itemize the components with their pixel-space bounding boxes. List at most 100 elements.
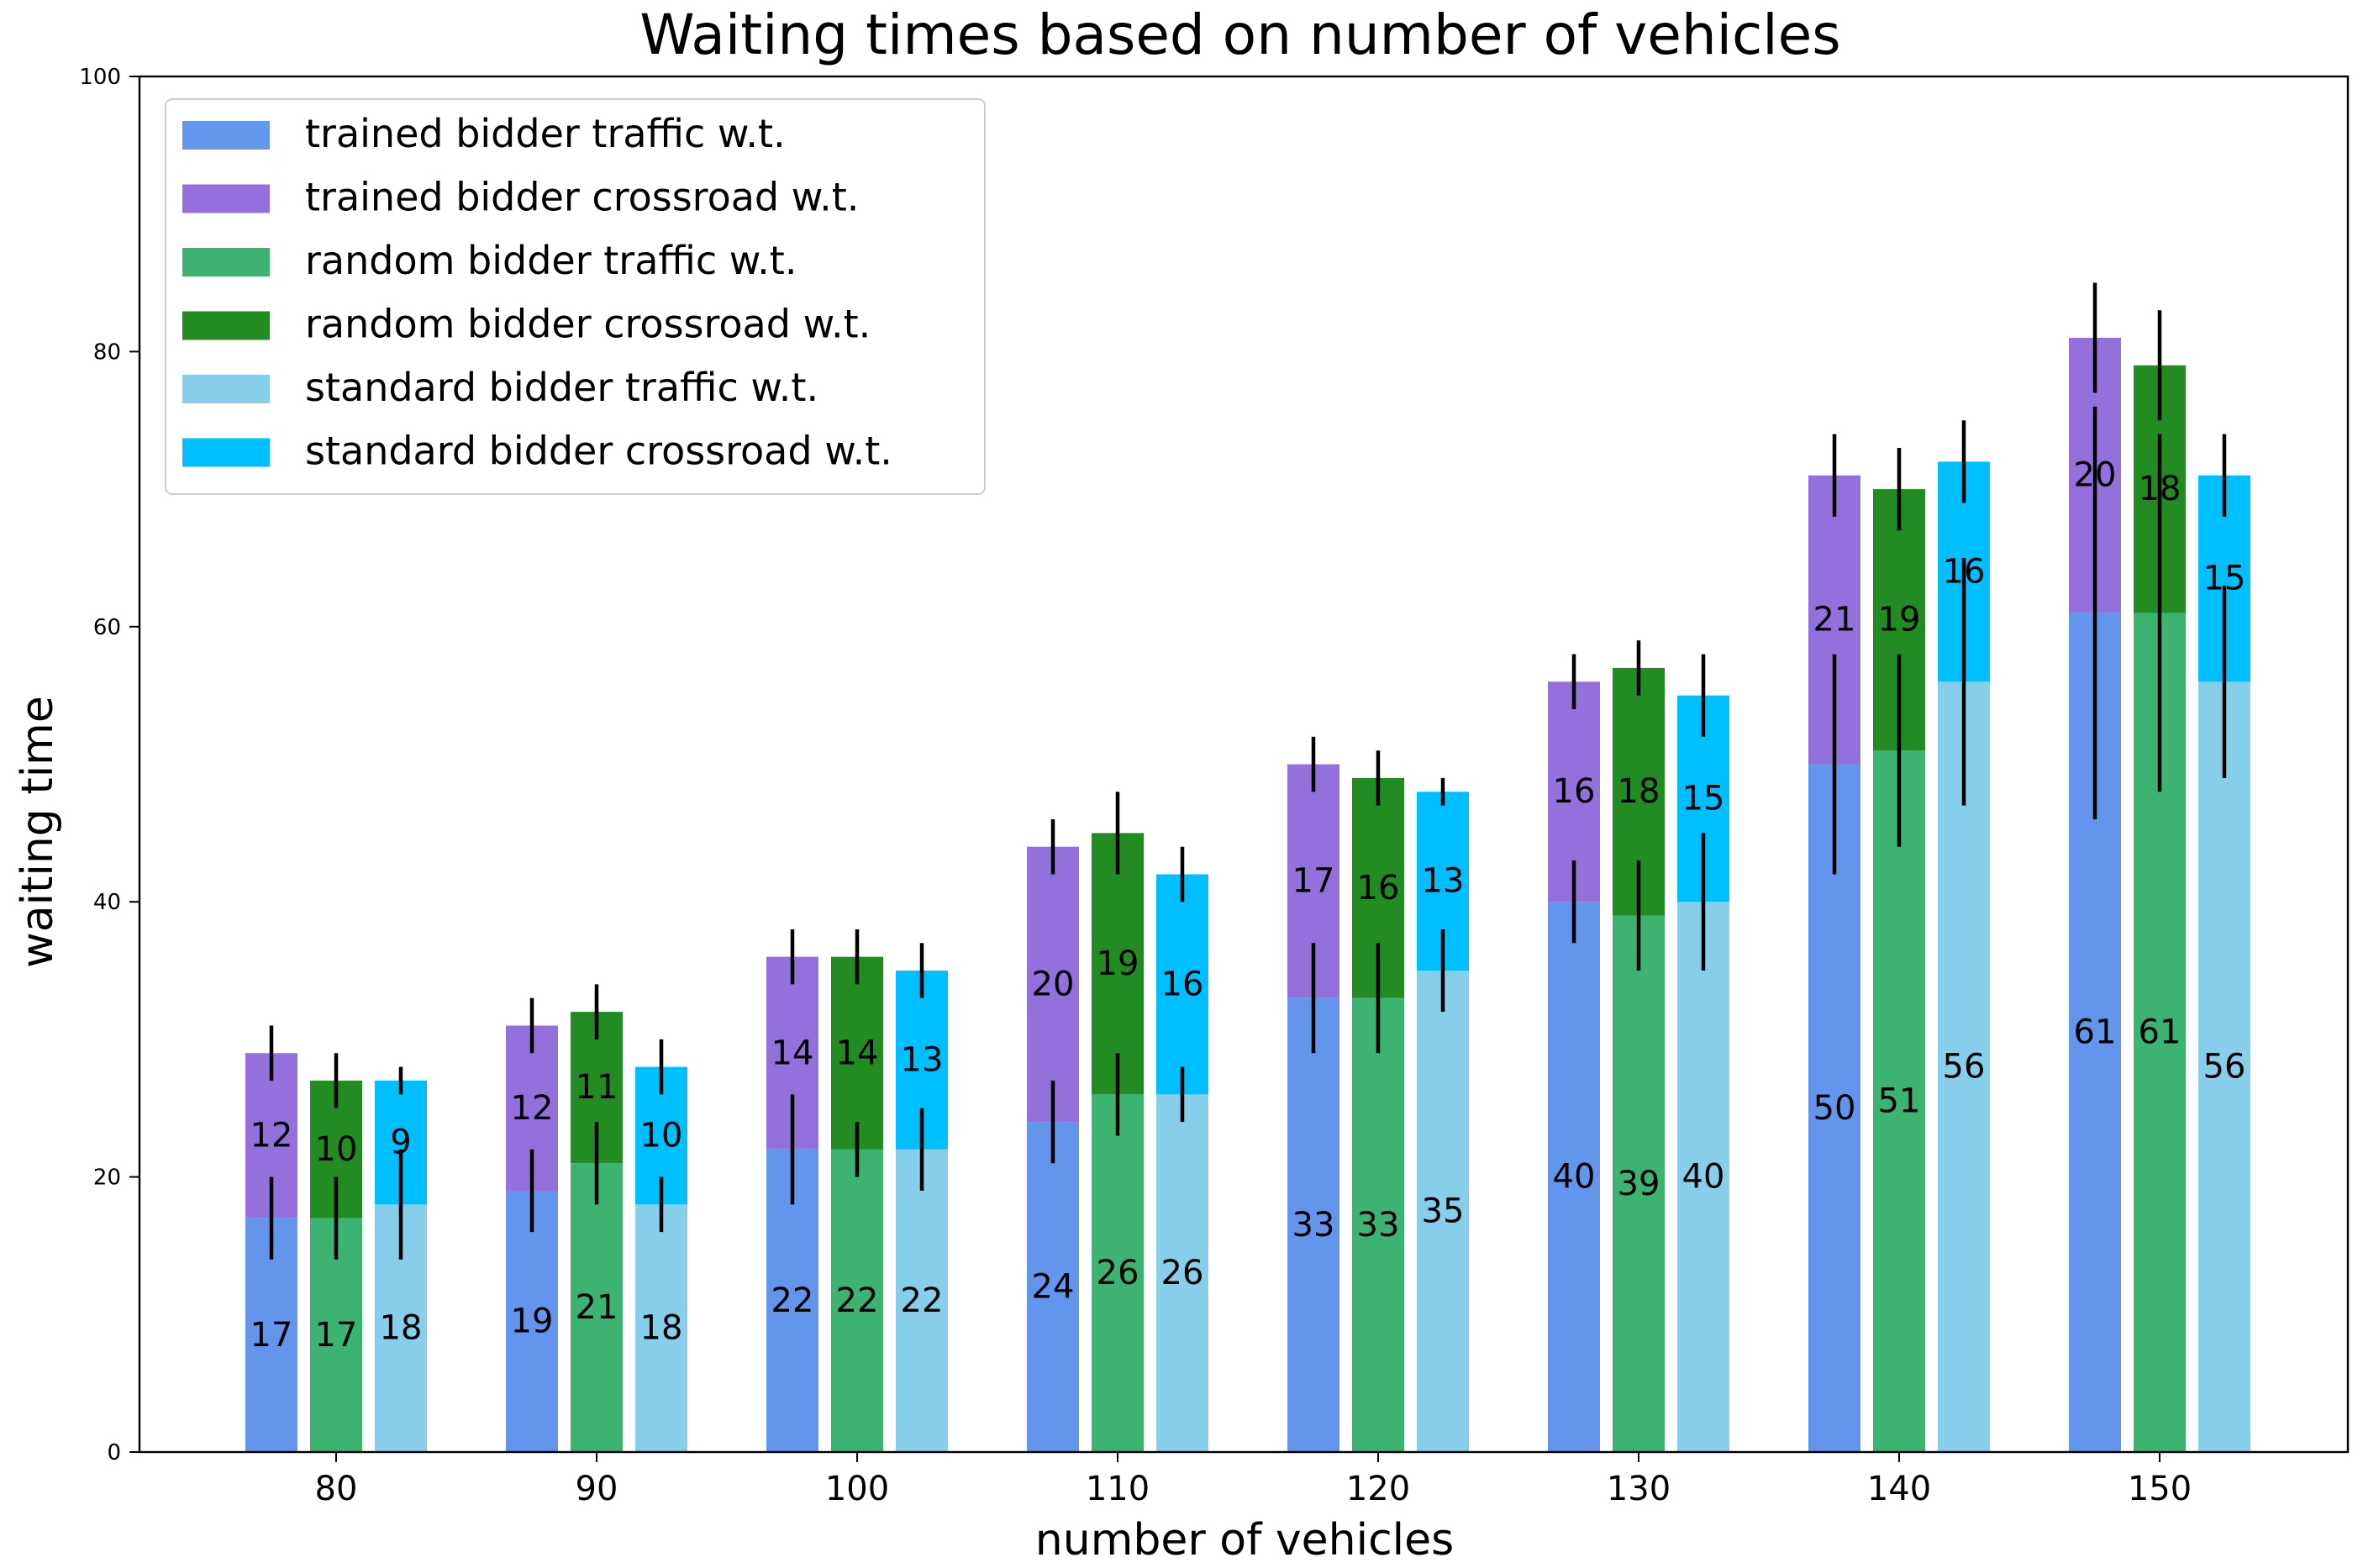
bar-standard-bidder-traffic-100	[896, 1149, 948, 1452]
data-label-traffic: 39	[1618, 1165, 1660, 1203]
legend: trained bidder traffic w.t. trained bidde…	[165, 98, 986, 495]
data-label-traffic: 26	[1161, 1254, 1204, 1292]
bar-standard-bidder-traffic-120	[1417, 971, 1469, 1452]
data-label-crossroad: 16	[1943, 552, 1986, 591]
legend-label: random bidder traffic w.t.	[305, 238, 797, 283]
data-label-traffic: 61	[2139, 1013, 2181, 1052]
data-label-crossroad: 16	[1553, 772, 1596, 811]
data-label-traffic: 22	[836, 1281, 879, 1320]
data-label-traffic: 24	[1032, 1268, 1075, 1307]
legend-swatch	[182, 375, 270, 403]
y-tick-label: 20	[93, 1165, 121, 1191]
data-label-crossroad: 20	[2074, 456, 2117, 495]
data-label-crossroad: 16	[1357, 869, 1400, 908]
data-label-traffic: 18	[640, 1309, 683, 1348]
bar-standard-bidder-traffic-130	[1677, 902, 1729, 1452]
bar-trained-bidder-traffic-130	[1548, 902, 1600, 1452]
chart-title: Waiting times based on number of vehicle…	[639, 3, 1840, 67]
x-tick-label: 130	[1607, 1470, 1671, 1508]
legend-label: standard bidder traffic w.t.	[305, 365, 818, 410]
bar-random-bidder-crossroad-100	[831, 956, 883, 1150]
legend-swatch	[182, 438, 270, 467]
error-bars	[269, 282, 2227, 1260]
bar-standard-bidder-crossroad-110	[1156, 874, 1208, 1095]
data-label-crossroad: 12	[511, 1089, 554, 1128]
y-axis-label: waiting time	[13, 696, 63, 968]
data-label-traffic: 17	[315, 1316, 358, 1355]
legend-swatch	[182, 311, 270, 340]
bar-random-bidder-crossroad-110	[1092, 833, 1144, 1095]
bar-random-bidder-traffic-140	[1873, 750, 1925, 1452]
bar-random-bidder-traffic-130	[1613, 915, 1665, 1452]
bar-trained-bidder-crossroad-110	[1027, 846, 1079, 1123]
x-tick-label: 110	[1086, 1470, 1150, 1508]
legend-label: trained bidder crossroad w.t.	[305, 175, 859, 220]
data-label-traffic: 61	[2074, 1013, 2117, 1052]
bar-random-bidder-traffic-110	[1092, 1094, 1144, 1452]
data-label-crossroad: 14	[771, 1034, 814, 1072]
data-label-traffic: 22	[771, 1281, 814, 1320]
data-label-traffic: 21	[576, 1288, 618, 1327]
bar-random-bidder-traffic-120	[1352, 997, 1404, 1452]
data-label-crossroad: 13	[1422, 862, 1465, 901]
bar-random-bidder-traffic-90	[571, 1163, 623, 1452]
data-label-crossroad: 10	[640, 1116, 683, 1155]
data-label-traffic: 35	[1422, 1192, 1465, 1231]
data-labels: 17 12 19 12 22 14 24 20 33 17 40 16 50 21 61 20 17 10 21 11…	[250, 456, 2246, 1355]
data-label-traffic: 51	[1878, 1082, 1921, 1121]
bar-standard-bidder-traffic-150	[2198, 681, 2250, 1452]
data-label-crossroad: 19	[1878, 601, 1921, 639]
data-label-crossroad: 17	[1292, 862, 1335, 901]
axes: 0 20 40 60 80 100 80 90 100 110 120 130 140 150	[79, 65, 2350, 1508]
y-tick-label: 0	[107, 1440, 121, 1465]
y-tick-label: 60	[93, 615, 121, 640]
data-label-crossroad: 13	[901, 1040, 944, 1079]
data-label-traffic: 40	[1553, 1158, 1596, 1197]
data-label-crossroad: 15	[1682, 779, 1725, 818]
data-label-traffic: 56	[2203, 1048, 2246, 1087]
data-label-crossroad: 21	[1813, 601, 1856, 639]
y-tick-label: 40	[93, 890, 121, 915]
bar-trained-bidder-traffic-120	[1287, 997, 1339, 1452]
data-label-crossroad: 10	[315, 1130, 358, 1169]
data-label-crossroad: 18	[2139, 470, 2181, 508]
x-tick-label: 140	[1867, 1470, 1931, 1508]
data-label-traffic: 26	[1097, 1254, 1139, 1292]
data-label-traffic: 50	[1813, 1089, 1856, 1128]
data-label-traffic: 33	[1292, 1206, 1335, 1244]
y-tick-label: 80	[93, 339, 121, 365]
bar-trained-bidder-traffic-90	[506, 1190, 558, 1452]
data-label-traffic: 17	[250, 1316, 293, 1355]
data-label-traffic: 22	[901, 1281, 944, 1320]
data-label-traffic: 40	[1682, 1158, 1725, 1197]
x-tick-label: 80	[315, 1470, 358, 1508]
bar-standard-bidder-traffic-90	[635, 1204, 687, 1452]
bar-trained-bidder-traffic-110	[1027, 1122, 1079, 1452]
x-tick-label: 120	[1346, 1470, 1410, 1508]
bars	[245, 338, 2250, 1452]
data-label-traffic: 18	[380, 1309, 423, 1348]
legend-box	[165, 98, 986, 495]
data-label-crossroad: 15	[2203, 560, 2246, 598]
data-label-crossroad: 16	[1161, 965, 1204, 1003]
x-axis-label: number of vehicles	[1035, 1515, 1454, 1565]
bar-trained-bidder-traffic-140	[1808, 764, 1860, 1452]
bar-standard-bidder-traffic-140	[1938, 681, 1990, 1452]
legend-swatch	[182, 121, 270, 150]
data-label-crossroad: 14	[836, 1034, 879, 1072]
legend-label: standard bidder crossroad w.t.	[305, 429, 892, 474]
x-tick-label: 100	[825, 1470, 889, 1508]
data-label-traffic: 56	[1943, 1048, 1986, 1087]
legend-swatch	[182, 184, 270, 213]
legend-swatch	[182, 248, 270, 276]
data-label-crossroad: 18	[1618, 772, 1660, 811]
data-label-traffic: 19	[511, 1302, 554, 1340]
bar-standard-bidder-traffic-110	[1156, 1094, 1208, 1452]
data-label-traffic: 33	[1357, 1206, 1400, 1244]
data-label-crossroad: 12	[250, 1116, 293, 1155]
legend-label: random bidder crossroad w.t.	[305, 302, 871, 347]
y-tick-label: 100	[79, 65, 121, 90]
data-label-crossroad: 9	[390, 1123, 411, 1162]
data-label-crossroad: 20	[1032, 965, 1075, 1003]
